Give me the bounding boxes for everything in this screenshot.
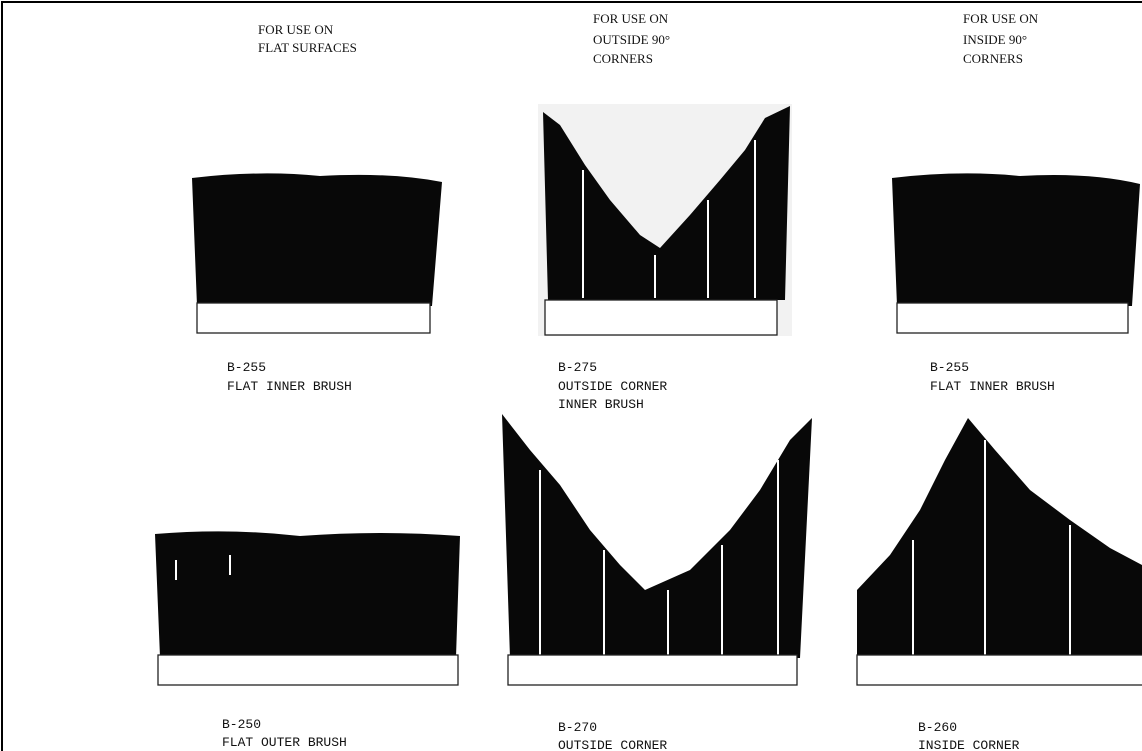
brush-code: B-255 — [930, 360, 969, 375]
brush-code: B-260 — [918, 720, 957, 735]
brush-code: B-255 — [227, 360, 266, 375]
brush-illustration — [192, 173, 442, 334]
header-line: INSIDE 90° — [963, 32, 1027, 47]
brush-illustration — [155, 531, 460, 686]
brush-code: B-270 — [558, 720, 597, 735]
header-line: CORNERS — [593, 51, 653, 66]
brush-illustration — [892, 173, 1140, 334]
brush-code: B-275 — [558, 360, 597, 375]
header-line: OUTSIDE 90° — [593, 32, 670, 47]
header-line: FOR USE ON — [963, 11, 1039, 26]
label-group: B-255 FLAT INNER BRUSH B-275 OUTSIDE COR… — [222, 360, 1055, 751]
brush-description: FLAT OUTER BRUSH — [222, 735, 347, 750]
header-group: FOR USE ON FLAT SURFACES FOR USE ON OUTS… — [258, 11, 1039, 66]
brush-description: OUTSIDE CORNER — [558, 379, 667, 394]
brush-description: INSIDE CORNER — [918, 738, 1020, 751]
header-line: FOR USE ON — [593, 11, 669, 26]
brush-description: OUTSIDE CORNER — [558, 738, 667, 751]
brush-illustration — [856, 418, 1142, 686]
header-line: FOR USE ON — [258, 22, 334, 37]
header-line: CORNERS — [963, 51, 1023, 66]
brush-code: B-250 — [222, 717, 261, 732]
brush-illustration — [538, 104, 792, 336]
header-line: FLAT SURFACES — [258, 40, 357, 55]
brush-illustration — [502, 414, 812, 686]
brush-description: FLAT INNER BRUSH — [227, 379, 352, 394]
brush-description: INNER BRUSH — [558, 397, 644, 412]
brush-description: FLAT INNER BRUSH — [930, 379, 1055, 394]
